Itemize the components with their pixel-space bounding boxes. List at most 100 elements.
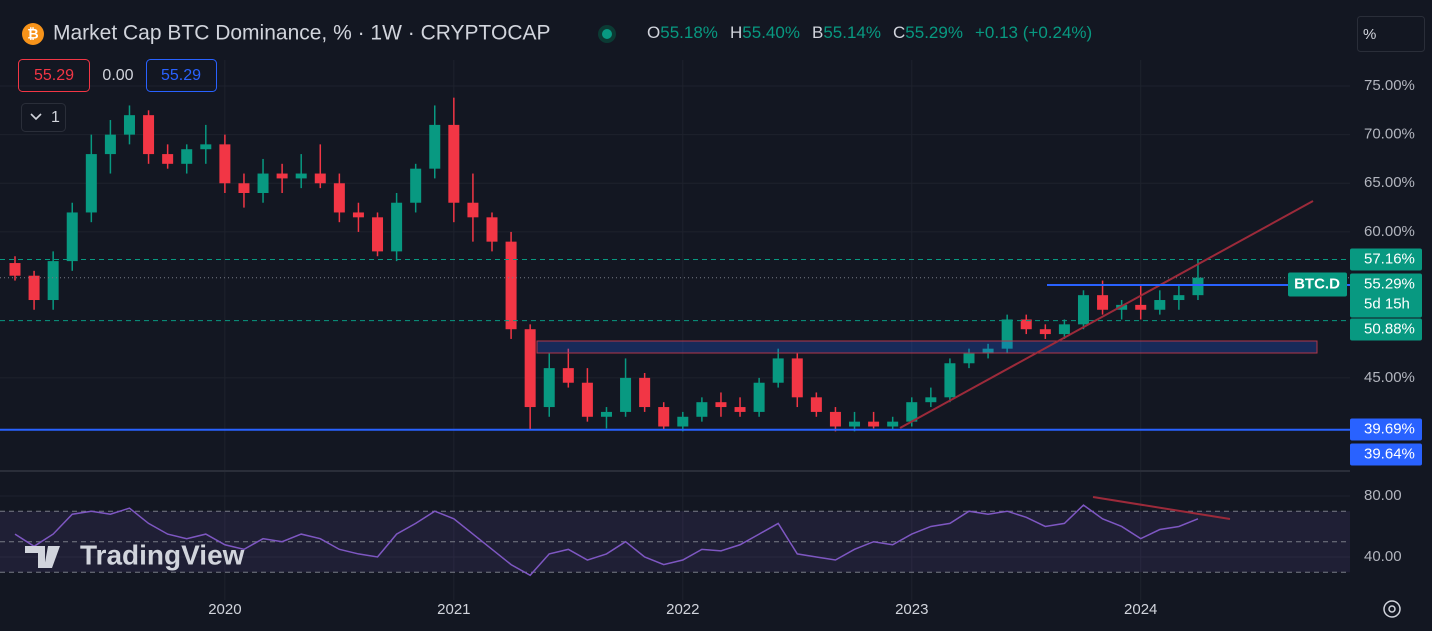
candle-body: [543, 368, 555, 408]
price-label-box: [1350, 318, 1422, 341]
candle-body: [753, 382, 765, 412]
y-tick-label: 75.00%: [1364, 77, 1415, 94]
chevron: [30, 113, 42, 121]
candle-body: [1154, 300, 1166, 310]
collapse-button[interactable]: [21, 103, 66, 132]
y-tick-label: 70.00%: [1364, 126, 1415, 143]
candle-body: [391, 202, 403, 252]
x-tick-label: 2023: [895, 601, 928, 618]
ohlc-change: +0.13 (+0.24%): [975, 23, 1092, 42]
y-tick-label: 45.00%: [1364, 369, 1415, 386]
price-label-box: [1350, 418, 1422, 441]
candle-body: [448, 124, 460, 203]
scale-button[interactable]: [1357, 16, 1425, 52]
settings-icon[interactable]: [1383, 600, 1401, 618]
candle-body: [1135, 304, 1147, 310]
price-axis: 75.00% 70.00% 65.00% 60.00% 45.00% 2020 2021 20…: [208, 77, 1422, 618]
candle-body: [963, 353, 975, 364]
ohlc-value: 55.29%: [905, 23, 963, 42]
candle-body: [677, 416, 689, 427]
candle-body: [829, 411, 841, 427]
candle-body: [1020, 319, 1032, 330]
ohlc-key: O: [647, 23, 660, 42]
candle-body: [181, 149, 193, 164]
candle-body: [620, 377, 632, 412]
x-tick-label: 2021: [437, 601, 470, 618]
y-tick-label: 40.00: [1364, 548, 1402, 565]
countdown: 5d 15h: [1364, 296, 1410, 313]
rsi-line: [14, 504, 1199, 577]
candle-body: [696, 402, 708, 417]
candle-body: [982, 348, 994, 354]
candle-body: [562, 368, 574, 383]
symbol-tag: [1288, 272, 1347, 297]
symbol-tag-label: BTC.D: [1294, 276, 1340, 293]
candle-body: [887, 421, 899, 427]
candle-body: [925, 397, 937, 403]
candle-body: [372, 217, 384, 252]
buy-price[interactable]: 55.29: [161, 67, 201, 84]
buy-badge[interactable]: [146, 59, 217, 92]
candle-body: [200, 144, 212, 150]
scale-button-label[interactable]: %: [1363, 26, 1376, 43]
candle-body: [238, 183, 250, 194]
candle-body: [276, 173, 288, 179]
ohlc-value: 55.14%: [823, 23, 881, 42]
candle-body: [295, 173, 307, 179]
sell-badge[interactable]: [18, 59, 90, 92]
candle-body: [104, 134, 116, 155]
x-tick-label: 2020: [208, 601, 241, 618]
candle-body: [868, 421, 880, 427]
candle-body: [314, 173, 326, 184]
watermark: TradingView: [80, 539, 245, 570]
ohlc-value: 55.40%: [742, 23, 800, 42]
price-label: 55.29%: [1364, 276, 1415, 293]
candle-body: [658, 407, 670, 427]
candle-body: [906, 402, 918, 422]
candle-body: [85, 154, 97, 213]
candle-body: [410, 168, 422, 203]
rsi-divergence-line: [1092, 496, 1231, 520]
trend-line: [899, 200, 1314, 429]
candle-body: [810, 397, 822, 412]
ohlc-key: B: [812, 23, 823, 42]
collapse-count[interactable]: 1: [51, 109, 60, 126]
candle-body: [143, 115, 155, 155]
x-tick-label: 2022: [666, 601, 699, 618]
y-tick-label: 65.00%: [1364, 174, 1415, 191]
candle-body: [849, 421, 861, 427]
y-tick-label: 60.00%: [1364, 223, 1415, 240]
candle-body: [47, 261, 59, 301]
candle-body: [1116, 304, 1128, 310]
candle-body: [1039, 329, 1051, 335]
candle-body: [9, 263, 21, 276]
settings-icon-center: [1388, 605, 1396, 613]
btc-icon: [22, 23, 44, 45]
x-tick-label: 2024: [1124, 601, 1157, 618]
ohlc-key: H: [730, 23, 742, 42]
spread: 0.00: [102, 67, 133, 84]
candle-body: [715, 402, 727, 408]
range-box: [536, 340, 1318, 354]
candle-body: [28, 275, 40, 301]
candle-body: [1192, 277, 1204, 296]
sell-price[interactable]: 55.29: [34, 67, 74, 84]
candle-body: [524, 329, 536, 408]
candle-body: [123, 115, 135, 135]
price-label: 50.88%: [1364, 321, 1415, 338]
price-label: 39.69%: [1364, 420, 1415, 437]
price-label-box: [1350, 443, 1422, 466]
candle-body: [505, 241, 517, 330]
candle-body: [66, 212, 78, 262]
price-label-box: [1350, 248, 1422, 271]
ohlc-key: C: [893, 23, 905, 42]
candle-body: [639, 377, 651, 408]
candle-body: [333, 183, 345, 213]
symbol-title: Market Cap BTC Dominance, % · 1W · CRYPT…: [53, 22, 551, 45]
candle-body: [219, 144, 231, 184]
candle-body: [772, 358, 784, 383]
ohlc-legend: O55.18% H55.40% B55.14% C55.29% +0.13 (+…: [647, 23, 1092, 42]
candle-body: [1173, 295, 1185, 301]
candle-body: [1001, 319, 1013, 349]
